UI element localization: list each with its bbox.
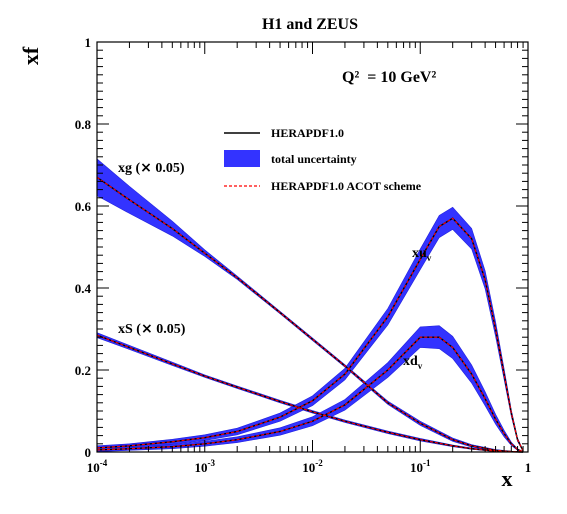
y-axis-title: xf [18,46,43,65]
acot-curve-xs [96,334,524,453]
x-tick-label: 10-2 [302,458,323,475]
acot-curve-xuv [96,217,524,452]
y-tick-label: 0.6 [75,199,92,214]
series-annotations: xg (× 0.05) xS (× 0.05) xuv xdv [118,160,432,371]
label-xdv: xdv [403,354,423,371]
x-tick-label: 10-3 [195,458,216,475]
legend-swatch-band [224,150,260,167]
legend: HERAPDF1.0 total uncertainty HERAPDF1.0 … [224,126,422,193]
x-tick-label: 10-4 [87,458,108,475]
x-axis-title: x [502,466,513,491]
y-tick-label: 1 [85,35,92,50]
x-tick-label: 1 [525,460,532,475]
svg-text:Q² = 10 GeV²: Q² = 10 GeV² [342,69,436,86]
legend-label-band: total uncertainty [271,152,357,166]
legend-label-acot: HERAPDF1.0 ACOT scheme [271,179,422,193]
axis-tick-labels: 0 0.2 0.4 0.6 0.8 1 10-4 10-3 10-2 10-1 1 [75,35,532,475]
y-tick-label: 0.4 [75,281,92,296]
scale-value: = 10 GeV² [367,69,436,86]
label-xs: xS (× 0.05) [118,321,186,337]
x-tick-label: 10-1 [410,458,431,475]
label-xg: xg (× 0.05) [118,160,185,176]
scale-label: Q² [342,69,359,86]
y-tick-label: 0 [85,445,92,460]
acot-curve-xg [96,176,524,453]
y-tick-label: 0.2 [75,363,91,378]
chart-title: H1 and ZEUS [262,16,358,33]
label-xuv: xuv [412,246,432,263]
legend-label-central: HERAPDF1.0 [271,126,344,140]
scale-annotation: Q² = 10 GeV² [342,69,436,86]
axis-ticks [96,41,528,453]
y-tick-label: 0.8 [75,117,92,132]
